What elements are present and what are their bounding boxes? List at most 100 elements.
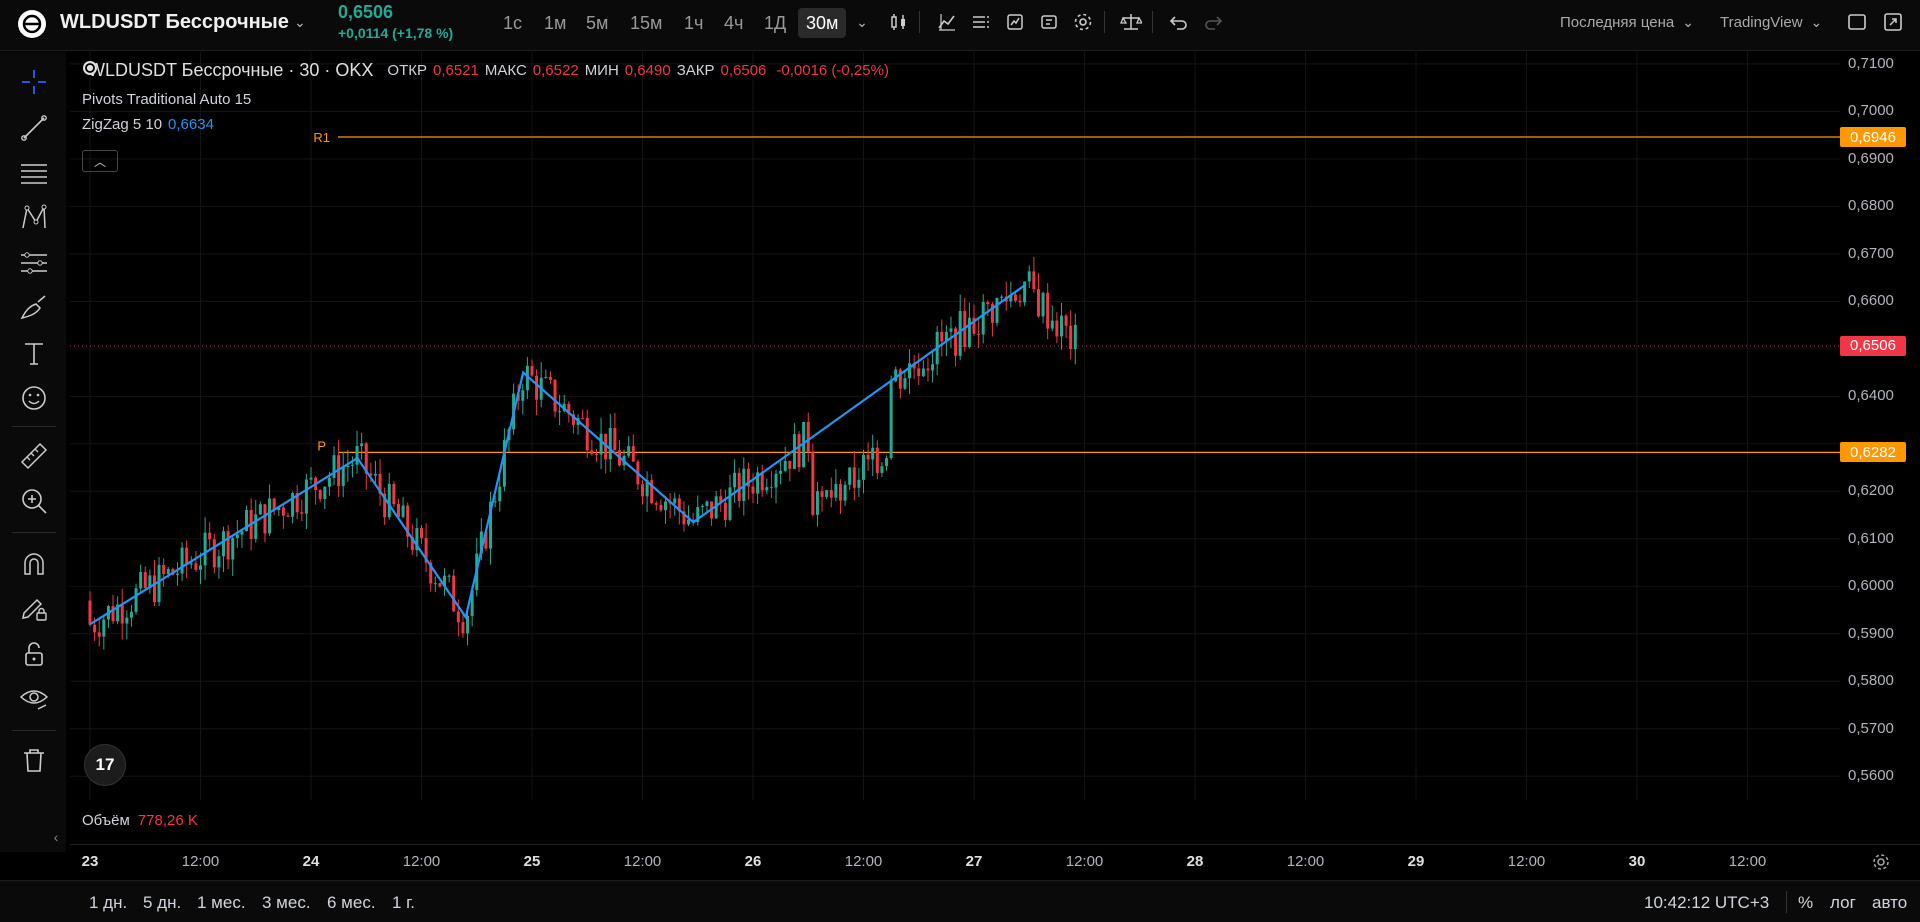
legend-close-label: ЗАКР bbox=[676, 62, 715, 79]
eye-visibility-icon[interactable] bbox=[14, 679, 54, 719]
tf-1s[interactable]: 1с bbox=[503, 12, 523, 33]
tf-1h[interactable]: 1ч bbox=[684, 12, 704, 33]
symbol-dropdown-chevron-icon[interactable]: ⌄ bbox=[294, 13, 306, 30]
redo-icon[interactable] bbox=[1198, 0, 1228, 44]
layout-window-icon[interactable] bbox=[1842, 0, 1872, 44]
candle-body bbox=[461, 622, 465, 634]
tradingview-logo[interactable]: 17 bbox=[84, 744, 126, 786]
candle-body bbox=[291, 493, 295, 517]
replay-icon[interactable] bbox=[1034, 0, 1064, 44]
candle-body bbox=[1069, 325, 1073, 349]
symbol-logo-icon bbox=[18, 10, 46, 38]
trash-icon[interactable] bbox=[14, 740, 54, 780]
tf-5m[interactable]: 5м bbox=[586, 12, 609, 33]
legend-close-value: 0,6506 bbox=[720, 62, 767, 79]
tf-1m[interactable]: 1м bbox=[544, 12, 567, 33]
fullscreen-icon[interactable] bbox=[1878, 0, 1908, 44]
candle-body bbox=[926, 368, 930, 371]
indicator-pivots[interactable]: Pivots Traditional Auto 15 bbox=[82, 91, 889, 108]
pattern-icon[interactable] bbox=[14, 198, 54, 238]
candle-body bbox=[530, 365, 534, 376]
log-toggle[interactable]: лог bbox=[1830, 893, 1856, 912]
legend-title[interactable]: WLDUSDT Бессрочные · 30 · OKX bbox=[88, 60, 374, 80]
candle-body bbox=[447, 575, 451, 577]
volume-legend: Объём 778,26 K bbox=[82, 812, 198, 829]
candle-body bbox=[1050, 320, 1054, 329]
list-icon[interactable] bbox=[966, 0, 996, 44]
price-change: +0,0114 (+1,78 %) bbox=[338, 25, 454, 41]
crosshair-icon[interactable] bbox=[14, 62, 54, 102]
price-chart[interactable]: R1 P bbox=[70, 52, 1840, 800]
candle-body bbox=[875, 447, 879, 474]
candle-body bbox=[1018, 300, 1022, 303]
ruler-icon[interactable] bbox=[14, 436, 54, 476]
timeframe-dropdown-chevron-icon[interactable]: ⌄ bbox=[856, 13, 868, 30]
candles-type-icon[interactable] bbox=[884, 0, 914, 44]
candle-body bbox=[420, 528, 423, 539]
legend-open-label: ОТКР bbox=[387, 62, 427, 79]
range-1m[interactable]: 1 мес. bbox=[197, 893, 246, 912]
emoji-icon[interactable] bbox=[14, 378, 54, 418]
candle-body bbox=[139, 572, 143, 589]
tf-15m[interactable]: 15м bbox=[630, 12, 663, 33]
alert-icon[interactable] bbox=[1000, 0, 1030, 44]
settings-gear-icon[interactable] bbox=[1068, 0, 1098, 44]
price-type-dropdown[interactable]: Последняя цена ⌄ bbox=[1560, 0, 1694, 44]
brush-icon[interactable] bbox=[14, 288, 54, 328]
candle-body bbox=[843, 484, 847, 501]
lock-drawing-pencil-icon[interactable] bbox=[14, 589, 54, 629]
time-axis-day-label: 30 bbox=[1628, 853, 1646, 870]
collapse-left-arrow-icon[interactable]: ‹ bbox=[53, 829, 59, 845]
zoom-in-icon[interactable] bbox=[14, 481, 54, 521]
unlock-icon[interactable] bbox=[14, 634, 54, 674]
candle-body bbox=[1000, 296, 1004, 298]
trend-line-icon[interactable] bbox=[14, 108, 54, 148]
candle-body bbox=[240, 531, 244, 535]
candle-body bbox=[765, 487, 769, 491]
range-1d[interactable]: 1 дн. bbox=[89, 893, 128, 912]
drawing-toolbar: ‹ bbox=[0, 52, 66, 852]
range-6m[interactable]: 6 мес. bbox=[327, 893, 376, 912]
text-tool-icon[interactable] bbox=[14, 333, 54, 373]
percent-toggle[interactable]: % bbox=[1798, 893, 1814, 912]
tf-4h[interactable]: 4ч bbox=[724, 12, 744, 33]
auto-toggle[interactable]: авто bbox=[1872, 893, 1908, 912]
candle-body bbox=[254, 514, 258, 539]
indicators-icon[interactable] bbox=[932, 0, 962, 44]
candle-body bbox=[1073, 324, 1077, 349]
candle-body bbox=[535, 375, 539, 400]
candle-body bbox=[880, 466, 884, 474]
undo-icon[interactable] bbox=[1164, 0, 1194, 44]
tf-30m-active[interactable]: 30м bbox=[798, 8, 847, 38]
magnet-icon[interactable] bbox=[14, 544, 54, 584]
chart-provider-dropdown[interactable]: TradingView ⌄ bbox=[1720, 0, 1822, 44]
toolbar-divider bbox=[1152, 11, 1153, 33]
time-axis-day-label: 26 bbox=[744, 853, 762, 870]
scales-compare-icon[interactable] bbox=[1116, 0, 1146, 44]
symbol-name[interactable]: WLDUSDT Бессрочные bbox=[60, 10, 289, 33]
candle-body bbox=[323, 486, 327, 500]
time-axis-day-label: 28 bbox=[1186, 853, 1204, 870]
price-block: 0,6506 +0,0114 (+1,78 %) bbox=[338, 2, 453, 41]
time-axis[interactable]: 23 12:00 24 12:00 25 12:00 26 12:00 27 12:00 28 12:… bbox=[70, 844, 1920, 878]
legend-collapse-button[interactable]: ︿ bbox=[82, 150, 118, 172]
measure-lines-icon[interactable] bbox=[14, 243, 54, 283]
indicator-zigzag[interactable]: ZigZag 5 10 0,6634 bbox=[82, 116, 889, 133]
price-axis-label: 0,6100 bbox=[1848, 529, 1894, 547]
fib-lines-icon[interactable] bbox=[14, 153, 54, 193]
range-3m[interactable]: 3 мес. bbox=[262, 893, 311, 912]
candle-body bbox=[143, 572, 147, 588]
bottom-toolbar: 1 дн. 5 дн. 1 мес. 3 мес. 6 мес. 1 г. 10… bbox=[0, 880, 1920, 922]
candle-body bbox=[189, 563, 193, 565]
chart-pane[interactable]: R1 P WLDUSDT Бессрочные · 30 · OKX ОТКР 0,… bbox=[70, 52, 1840, 829]
axis-settings-gear-icon[interactable] bbox=[1870, 851, 1892, 873]
candle-body bbox=[502, 440, 506, 487]
candle-body bbox=[199, 565, 202, 570]
candle-body bbox=[954, 328, 958, 356]
range-1y[interactable]: 1 г. bbox=[392, 893, 416, 912]
price-axis[interactable]: 0,7100 0,7000 0,6900 0,6800 0,6700 0,6600 0,64… bbox=[1840, 52, 1920, 800]
clock-timezone[interactable]: 10:42:12 UTC+3 bbox=[1644, 893, 1770, 912]
candle-body bbox=[355, 446, 359, 465]
tf-1d[interactable]: 1Д bbox=[764, 12, 787, 33]
range-5d[interactable]: 5 дн. bbox=[143, 893, 182, 912]
